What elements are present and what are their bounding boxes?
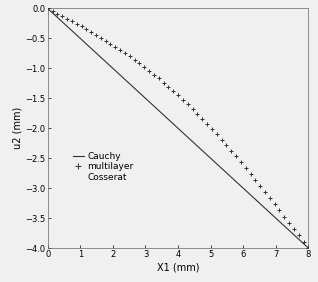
Legend: Cauchy, multilayer, Cosserat: Cauchy, multilayer, Cosserat	[73, 152, 134, 182]
Y-axis label: u2 (mm): u2 (mm)	[13, 107, 23, 149]
X-axis label: X1 (mm): X1 (mm)	[157, 262, 199, 272]
